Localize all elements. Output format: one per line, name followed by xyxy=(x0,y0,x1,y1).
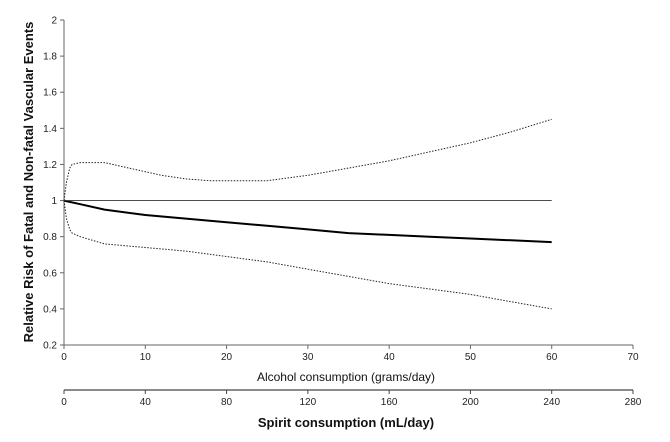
y-tick-label: 1.6 xyxy=(43,88,57,99)
x-tick-label: 40 xyxy=(384,352,396,363)
x2-axis-title: Spirit consumption (mL/day) xyxy=(258,415,434,430)
y-tick-label: 0.4 xyxy=(43,304,57,315)
x2-tick-label: 80 xyxy=(221,397,233,408)
x-tick-label: 50 xyxy=(465,352,477,363)
x2-tick-label: 240 xyxy=(543,397,560,408)
y-tick-label: 2 xyxy=(51,16,57,27)
x2-tick-label: 0 xyxy=(61,397,67,408)
x-axis: 0 10 20 30 40 50 60 70 xyxy=(61,344,639,363)
x-tick-label: 20 xyxy=(221,352,233,363)
confidence-bound-line xyxy=(63,200,552,310)
y-tick-label: 0.6 xyxy=(43,268,57,279)
confidence-bound-line xyxy=(63,118,552,201)
x2-tick-label: 40 xyxy=(140,397,152,408)
x-tick-label: 30 xyxy=(302,352,314,363)
series-lines xyxy=(63,118,552,310)
x2-axis: 0 40 80 120 160 200 240 280 xyxy=(61,389,642,408)
x2-tick-label: 160 xyxy=(381,397,398,408)
y-tick-label: 1.4 xyxy=(43,124,57,135)
x-tick-label: 0 xyxy=(61,352,67,363)
x-axis-title: Alcohol consumption (grams/day) xyxy=(257,370,435,384)
y-tick-label: 1 xyxy=(51,196,57,207)
y-tick-label: 0.2 xyxy=(43,341,57,352)
y-axis: 0.2 0.4 0.6 0.8 1 1.2 1.4 1.6 1.8 2 xyxy=(43,16,65,352)
x2-tick-label: 280 xyxy=(625,397,642,408)
x-tick-label: 60 xyxy=(546,352,558,363)
y-tick-label: 0.8 xyxy=(43,232,57,243)
relative-risk-line xyxy=(63,199,552,244)
y-tick-label: 1.2 xyxy=(43,160,57,171)
x-tick-label: 10 xyxy=(140,352,152,363)
x2-tick-label: 200 xyxy=(462,397,479,408)
y-axis-title: Relative Risk of Fatal and Non-fatal Vas… xyxy=(21,22,36,343)
x2-tick-label: 120 xyxy=(300,397,317,408)
y-tick-label: 1.8 xyxy=(43,52,57,63)
x-tick-label: 70 xyxy=(627,352,639,363)
